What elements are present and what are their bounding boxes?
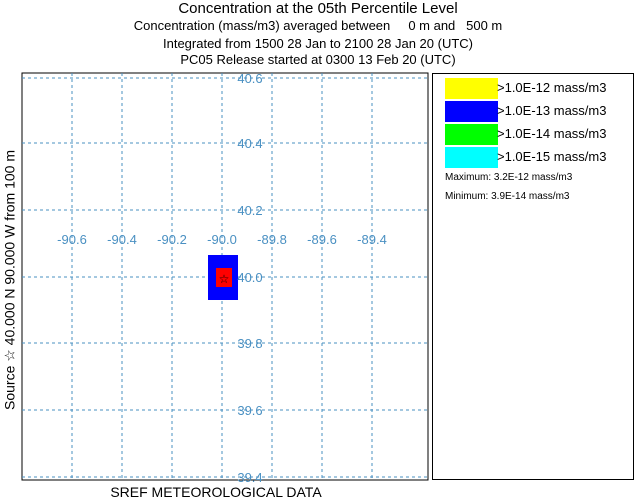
minimum-concentration: Minimum: 3.9E-14 mass/m3 bbox=[445, 191, 570, 202]
latitude-label: 40.0 bbox=[237, 270, 262, 285]
concentration-plume: ☆ bbox=[208, 255, 238, 300]
source-location-label: Source ☆ 40.000 N 90.000 W from 100 m bbox=[1, 149, 18, 411]
longitude-label: -90.2 bbox=[157, 232, 187, 247]
legend-swatch bbox=[445, 101, 498, 122]
legend-swatch bbox=[445, 78, 498, 99]
longitude-label: -90.4 bbox=[107, 232, 137, 247]
lat-lon-grid bbox=[22, 73, 428, 480]
latitude-label: 39.6 bbox=[237, 403, 262, 418]
legend-swatch bbox=[445, 124, 498, 145]
legend-label: >1.0E-14 mass/m3 bbox=[497, 126, 607, 141]
longitude-label: -90.0 bbox=[207, 232, 237, 247]
longitude-label: -90.6 bbox=[57, 232, 87, 247]
legend-swatch bbox=[445, 147, 498, 168]
longitude-label: -89.8 bbox=[257, 232, 287, 247]
latitude-label: 40.6 bbox=[237, 71, 262, 86]
latitude-label: 39.8 bbox=[237, 336, 262, 351]
legend-label: >1.0E-12 mass/m3 bbox=[497, 80, 607, 95]
longitude-label: -89.6 bbox=[307, 232, 337, 247]
latitude-label: 40.2 bbox=[237, 203, 262, 218]
latitude-label: 40.4 bbox=[237, 136, 262, 151]
legend-label: >1.0E-13 mass/m3 bbox=[497, 103, 607, 118]
latitude-label: 39.4 bbox=[237, 470, 262, 485]
map-subtitle-integration: Integrated from 1500 28 Jan to 2100 28 J… bbox=[162, 36, 474, 51]
longitude-label: -89.4 bbox=[357, 232, 387, 247]
legend-panel: >1.0E-12 mass/m3 >1.0E-13 mass/m3 >1.0E-… bbox=[432, 73, 634, 480]
grid-labels: -90.6 -90.4 -90.2 -90.0 -89.8 -89.6 -89.4 40.6 4… bbox=[57, 71, 387, 485]
map-title: Concentration at the 05th Percentile Lev… bbox=[178, 0, 458, 17]
map-subtitle-release: PC05 Release started at 0300 13 Feb 20 (… bbox=[180, 52, 456, 67]
legend-label: >1.0E-15 mass/m3 bbox=[497, 149, 607, 164]
plume-inner-contour bbox=[216, 268, 232, 287]
source-star-icon: ☆ bbox=[219, 272, 230, 286]
maximum-concentration: Maximum: 3.2E-12 mass/m3 bbox=[445, 172, 573, 183]
meteorological-data-label: SREF METEOROLOGICAL DATA bbox=[110, 484, 322, 500]
map-subtitle-averaging: Concentration (mass/m3) averaged between… bbox=[133, 18, 503, 33]
